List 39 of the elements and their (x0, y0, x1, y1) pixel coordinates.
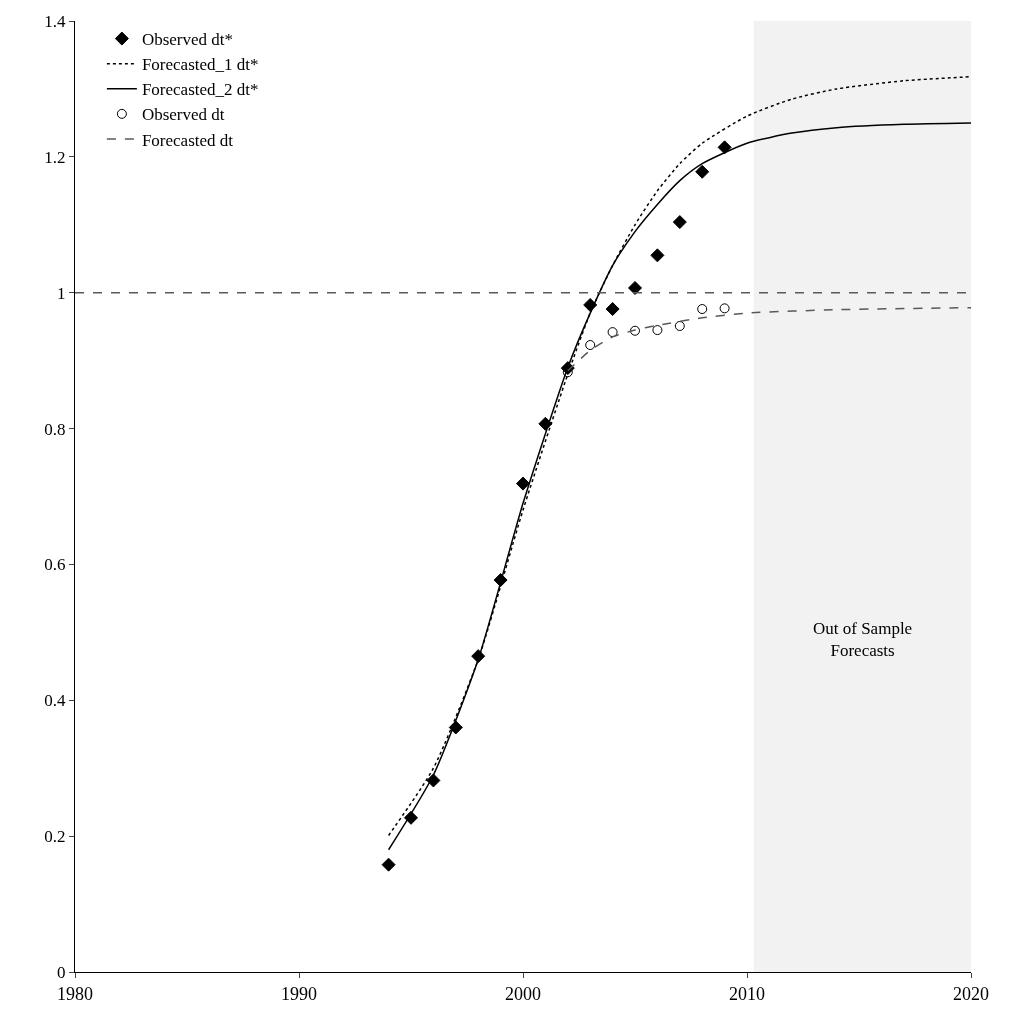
point (652, 325, 663, 336)
y-tick-label: 1.4 (44, 11, 67, 31)
y-tick-label: 0.4 (44, 691, 67, 711)
point (628, 280, 642, 295)
point (538, 416, 553, 431)
y-tick-label: 1 (57, 283, 66, 303)
point (426, 773, 441, 788)
point (404, 810, 418, 825)
x-tick-label: 1990 (281, 983, 317, 1004)
point (630, 325, 640, 336)
point (607, 327, 618, 338)
y-tick-label: 0.2 (44, 827, 66, 847)
y-tick-label: 0 (57, 962, 66, 982)
x-tick-label: 2020 (953, 983, 989, 1004)
point (672, 215, 687, 230)
legend-label: Forecasted_1 dt* (141, 55, 259, 75)
x-tick-label: 2000 (505, 983, 541, 1004)
legend-label: Observed dt (141, 105, 225, 125)
point (381, 857, 396, 872)
point (605, 302, 620, 317)
legend-label: Forecasted_2 dt* (141, 80, 259, 100)
point (717, 140, 732, 155)
y-tick-label: 0.6 (44, 555, 66, 575)
x-tick-label: 2010 (729, 983, 765, 1004)
point (719, 303, 730, 314)
point (471, 649, 486, 664)
point (650, 248, 665, 263)
legend-label: Forecasted dt (141, 130, 234, 150)
point (674, 321, 685, 331)
point (585, 340, 596, 351)
point (695, 164, 710, 179)
x-tick-label: 1980 (57, 983, 93, 1004)
y-tick-label: 1.2 (44, 147, 66, 167)
y-tick-label: 0.8 (44, 419, 66, 439)
legend-label: Observed dt* (141, 30, 234, 50)
point (516, 476, 530, 491)
point (583, 297, 598, 312)
point (697, 304, 708, 315)
band-label: Out of Sample Forecasts (813, 619, 913, 661)
